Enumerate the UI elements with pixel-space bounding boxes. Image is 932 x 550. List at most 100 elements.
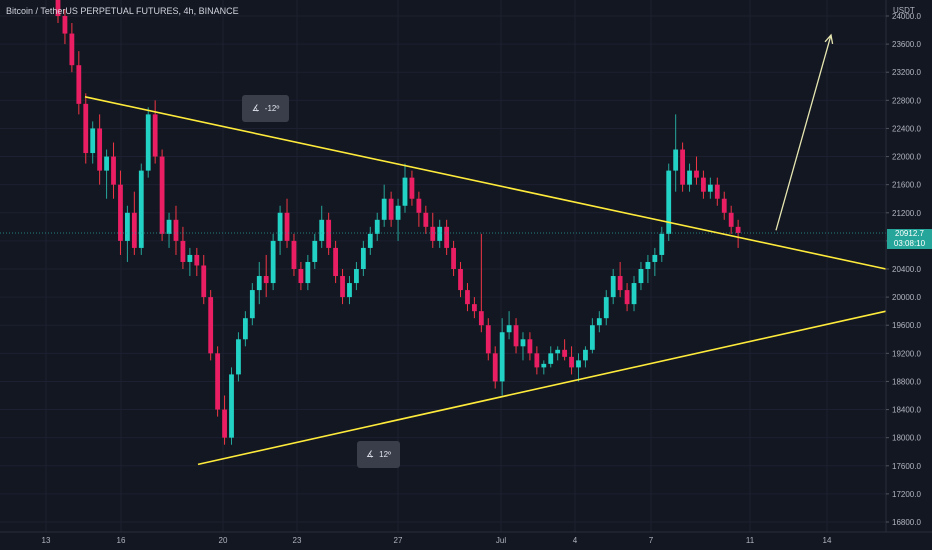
candle-body [680, 149, 685, 185]
candle-body [638, 269, 644, 284]
candle-body [402, 177, 408, 206]
candle [562, 339, 568, 361]
bar-countdown: 03:08:10 [893, 239, 926, 248]
candle [548, 346, 554, 368]
candle-body [208, 297, 214, 354]
candle-body [465, 290, 470, 305]
candle-body [159, 156, 165, 234]
candle-body [610, 276, 616, 298]
y-tick-label: 17600.0 [892, 462, 921, 471]
y-tick-label: 22400.0 [892, 124, 921, 133]
projection-arrow [775, 34, 832, 231]
candle [520, 332, 526, 361]
candle-body [194, 254, 200, 266]
candle-body [527, 339, 533, 354]
candle-body [437, 226, 443, 241]
candle [360, 240, 366, 277]
candle-body [666, 170, 672, 234]
candle-body [173, 219, 179, 241]
x-tick-label: Jul [496, 536, 506, 545]
y-tick-label: 21600.0 [892, 181, 921, 190]
candle [90, 121, 96, 164]
y-tick-label: 23200.0 [892, 68, 921, 77]
y-tick-label: 16800.0 [892, 518, 921, 527]
angle-annotation-lower[interactable]: ∡ 12º [357, 441, 400, 468]
candle [513, 318, 519, 354]
trendline-upper [84, 96, 887, 270]
candle [298, 261, 304, 291]
candle [714, 177, 720, 206]
angle-value: -12º [264, 104, 280, 113]
candle [409, 170, 415, 206]
candle [236, 332, 241, 382]
x-tick-label: 27 [394, 536, 403, 545]
candle [277, 205, 283, 255]
candle [111, 142, 116, 199]
candle-body [229, 374, 234, 438]
candle [256, 261, 262, 305]
angle-annotation-upper[interactable]: ∡ -12º [242, 95, 289, 122]
candle [305, 254, 311, 291]
candle-body [152, 114, 158, 157]
candle [333, 240, 338, 284]
candle-body [97, 128, 103, 171]
candle [201, 254, 207, 305]
candle-body [472, 304, 477, 312]
candle [596, 311, 602, 333]
candle [506, 311, 512, 340]
candle [270, 233, 276, 291]
candle [485, 318, 491, 361]
candle [166, 212, 172, 248]
candle-body [277, 212, 283, 241]
candle-body [222, 409, 227, 438]
candle [701, 170, 706, 199]
candle [76, 51, 82, 115]
x-tick-label: 20 [219, 536, 228, 545]
candle [69, 23, 75, 73]
candle-body [55, 0, 61, 17]
x-tick-label: 14 [823, 536, 832, 545]
candle [187, 247, 193, 277]
candle-body [645, 261, 651, 269]
candle-body [687, 170, 692, 185]
candle-body [76, 65, 82, 104]
candle-body [492, 353, 498, 382]
candle-body [305, 261, 311, 284]
candle-body [138, 170, 144, 248]
candle-body [111, 156, 116, 185]
candle [527, 332, 533, 361]
angle-icon: ∡ [366, 449, 375, 459]
candle [340, 269, 345, 305]
candle [229, 367, 234, 445]
candle [583, 346, 588, 368]
candle [589, 318, 595, 354]
x-tick-label: 11 [746, 536, 755, 545]
candle-body [395, 205, 401, 220]
candle [735, 219, 741, 248]
y-tick-label: 23600.0 [892, 40, 921, 49]
candle [326, 212, 332, 255]
candle-body [534, 353, 540, 368]
candle-body [367, 233, 373, 248]
candle [173, 205, 179, 255]
candle [367, 226, 373, 255]
candle [465, 283, 470, 312]
candle-body [735, 226, 741, 233]
candle [312, 233, 318, 269]
candle-body [701, 177, 706, 192]
candle [354, 261, 359, 291]
candle-body [125, 212, 130, 241]
candle-body [485, 325, 491, 354]
candle [478, 233, 484, 333]
candle [62, 8, 68, 45]
candle-body [326, 219, 332, 248]
candle-body [83, 103, 89, 154]
candle [666, 163, 672, 241]
candle [242, 311, 248, 347]
candle-body [458, 269, 463, 291]
candle [381, 184, 387, 227]
y-tick-label: 19600.0 [892, 321, 921, 330]
candle [263, 254, 269, 298]
